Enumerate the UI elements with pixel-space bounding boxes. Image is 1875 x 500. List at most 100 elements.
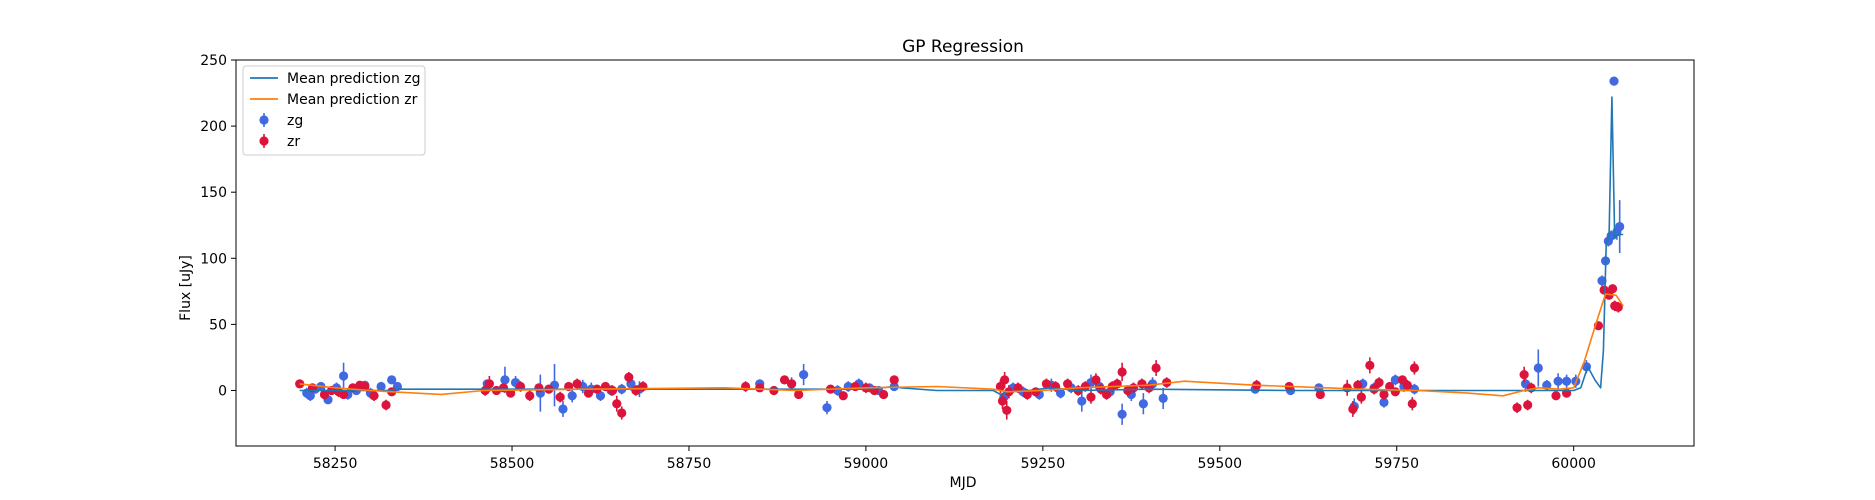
zg-point [799, 370, 809, 380]
zg-point [558, 404, 568, 414]
zr-point [995, 381, 1005, 392]
zr-point [1117, 367, 1127, 377]
zg-point [1117, 409, 1127, 419]
zr-point [1512, 403, 1522, 413]
legend-box [242, 65, 426, 156]
zr-point [583, 388, 594, 398]
zr-point [1063, 379, 1073, 389]
zr-point [555, 392, 565, 402]
zr-point [338, 389, 349, 400]
zg-point [1562, 376, 1572, 386]
zr-point [1128, 383, 1139, 393]
zr-point [572, 379, 582, 389]
zg-point [1055, 388, 1066, 398]
plot-area: 58250 58500 58750 59000 59250 59500 59750 60000… [200, 53, 1695, 472]
zr-point [1551, 391, 1561, 401]
legend-item-zg-swatch [259, 115, 269, 125]
zr-point [879, 389, 889, 400]
zr-point [612, 399, 622, 409]
zr-point [1002, 405, 1012, 415]
zr-point [1086, 392, 1096, 402]
zr-point [1091, 375, 1101, 385]
x-tick-label: 60000 [1551, 456, 1596, 472]
zr-point [1101, 389, 1112, 400]
zr-point [1407, 399, 1417, 409]
zg-point [1138, 399, 1148, 409]
zr-point [1013, 383, 1023, 393]
plot-content [295, 76, 1625, 425]
zr-point [1613, 302, 1623, 312]
zr-point [1409, 363, 1420, 373]
zr-point [1348, 404, 1358, 414]
zr-point [889, 375, 899, 385]
zr-point [1379, 389, 1389, 400]
zr-point [360, 381, 370, 392]
zg-point [387, 375, 397, 385]
zg-point [500, 375, 510, 385]
y-tick-label: 250 [200, 53, 227, 69]
zr-point [1022, 389, 1032, 400]
zg-point [1597, 276, 1607, 286]
legend-item-zr-swatch [259, 136, 269, 146]
zg-point [822, 403, 832, 413]
y-tick-label: 200 [200, 119, 227, 135]
zr-point [1041, 379, 1051, 389]
zr-point [838, 391, 848, 401]
zr-point [525, 391, 535, 401]
zr-point [1000, 375, 1010, 385]
zr-point [624, 372, 634, 382]
zr-point [1315, 389, 1325, 400]
axes-frame [235, 59, 1695, 447]
zr-point [1608, 284, 1618, 294]
x-tick-label: 59750 [1374, 456, 1419, 472]
zr-point [369, 391, 379, 401]
zg-point [305, 391, 315, 401]
zg-point [567, 391, 577, 401]
zg-point [1390, 375, 1400, 385]
zr-point [295, 379, 305, 389]
zr-point [534, 383, 544, 393]
zr-point [1523, 400, 1533, 410]
zg-point [1533, 363, 1543, 373]
zr-point [1080, 381, 1090, 392]
zr-point [1390, 387, 1400, 397]
x-tick-label: 59250 [1021, 456, 1066, 472]
x-tick-label: 58750 [667, 456, 712, 472]
y-axis-label: Flux [uJy] [178, 255, 194, 321]
zr-point [779, 375, 790, 385]
zr-point [607, 385, 618, 396]
zg-point [1077, 396, 1087, 406]
legend-item-mean-prediction-zg-label: Mean prediction zg [287, 71, 421, 87]
zr-point [794, 389, 804, 400]
zr-point [755, 383, 765, 393]
zr-point [1519, 370, 1529, 380]
y-tick-label: 150 [200, 185, 227, 201]
zr-point [1353, 380, 1363, 390]
zr-point [997, 396, 1008, 406]
zr-point [786, 379, 797, 389]
zg-point [1158, 393, 1168, 404]
mean-prediction-zr-line [299, 293, 1624, 397]
zg-point [1409, 384, 1420, 394]
zg-point [1553, 376, 1563, 386]
x-tick-label: 58500 [490, 456, 535, 472]
y-tick-label: 50 [209, 317, 227, 333]
y-tick-label: 100 [200, 251, 227, 267]
chart-title: GP Regression [902, 37, 1024, 57]
x-tick-label: 58250 [313, 456, 358, 472]
zg-point [376, 381, 386, 392]
zg-point [1615, 221, 1625, 232]
zg-point [1609, 76, 1619, 86]
x-tick-label: 59500 [1198, 456, 1243, 472]
zr-point [381, 400, 391, 410]
zr-point [319, 389, 330, 400]
zg-point [1379, 397, 1389, 407]
y-tick-label: 0 [218, 383, 227, 399]
legend-item-zg-label: zg [287, 113, 303, 129]
zr-point [1151, 363, 1161, 373]
zr-point [617, 408, 627, 418]
zr-point [1356, 392, 1366, 402]
zr-point [1365, 360, 1375, 370]
legend-item-mean-prediction-zr-label: Mean prediction zr [287, 92, 418, 108]
